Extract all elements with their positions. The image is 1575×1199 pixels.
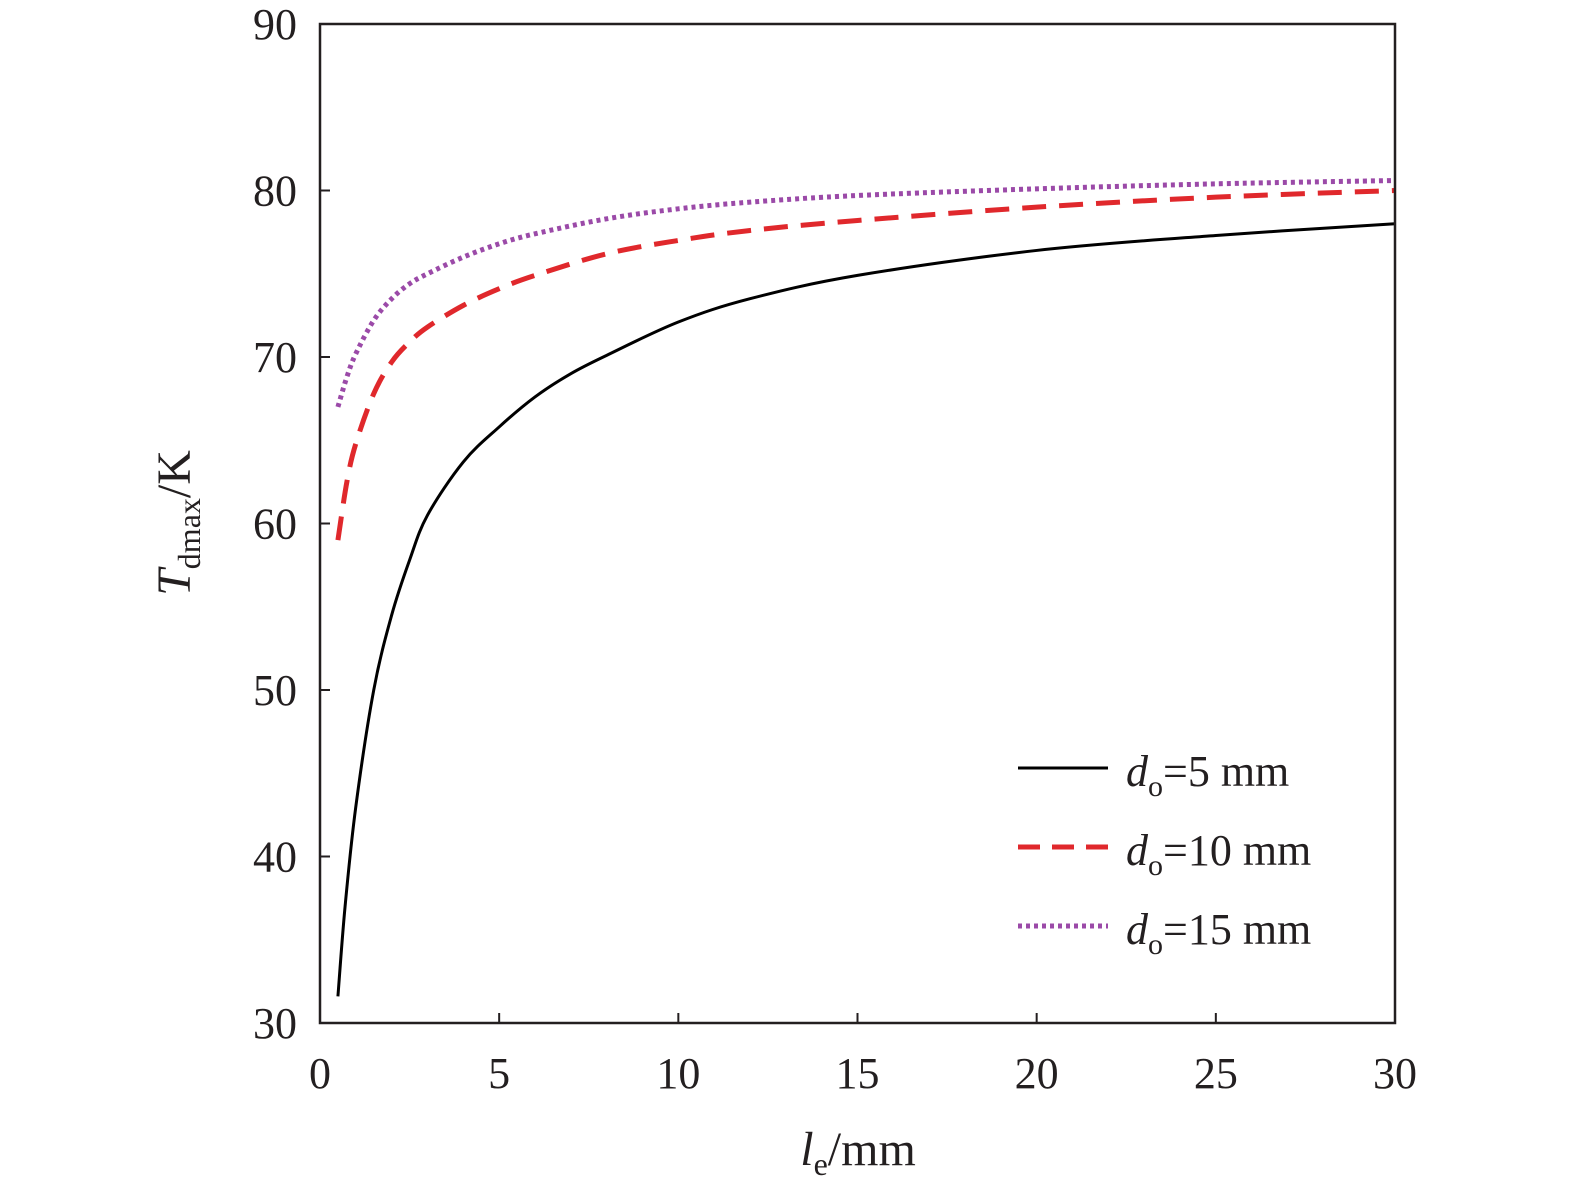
x-tick-label: 20 (1015, 1049, 1059, 1098)
y-tick-label: 60 (253, 500, 297, 549)
x-tick-label: 10 (656, 1049, 700, 1098)
legend-label-1-main: d (1126, 747, 1149, 796)
y-tick-label: 40 (253, 833, 297, 882)
legend-label-3: do=15 mm (1126, 905, 1311, 961)
legend-label-3-main: d (1126, 905, 1149, 954)
legend-label-1: do=5 mm (1126, 747, 1289, 803)
x-tick-label: 0 (309, 1049, 331, 1098)
series-line-3 (335, 178, 1396, 408)
y-axis-title: Tdmax/K (148, 450, 207, 596)
legend-label-1-rest: =5 mm (1163, 747, 1289, 796)
legend: do=5 mm do=10 mm do=15 mm (1018, 747, 1311, 961)
legend-label-2-sub: o (1148, 849, 1163, 882)
y-tick-label: 50 (253, 666, 297, 715)
x-axis-title: le/mm (800, 1123, 916, 1182)
legend-label-2-rest: =10 mm (1163, 826, 1311, 875)
legend-label-1-sub: o (1148, 770, 1163, 803)
y-tick-label: 80 (253, 167, 297, 216)
legend-item-2: do=10 mm (1018, 826, 1311, 882)
x-axis-title-main: l (800, 1123, 813, 1176)
x-tick-label: 5 (488, 1049, 510, 1098)
x-axis-title-rest: /mm (828, 1123, 916, 1176)
legend-label-3-rest: =15 mm (1163, 905, 1311, 954)
series-line-1 (336, 222, 1396, 997)
x-tick-label: 30 (1373, 1049, 1417, 1098)
legend-label-2: do=10 mm (1126, 826, 1311, 882)
legend-item-1: do=5 mm (1018, 747, 1289, 803)
y-tick-label: 70 (253, 333, 297, 382)
legend-label-3-sub: o (1148, 928, 1163, 961)
x-tick-label: 25 (1194, 1049, 1238, 1098)
legend-label-2-main: d (1126, 826, 1149, 875)
ticks-layer: 0 5 10 15 20 25 30 30 40 50 60 70 80 90 (253, 0, 1417, 1098)
series-layer (335, 178, 1396, 997)
legend-item-3: do=15 mm (1018, 905, 1311, 961)
y-axis-title-rest: /K (148, 450, 201, 498)
y-axis-title-main: T (148, 566, 201, 596)
y-axis-title-sub: dmax (171, 498, 207, 569)
x-axis-title-sub: e (814, 1146, 828, 1182)
y-tick-label: 90 (253, 0, 297, 49)
y-tick-label: 30 (253, 999, 297, 1048)
series-line-2 (335, 188, 1396, 541)
x-tick-label: 15 (836, 1049, 880, 1098)
